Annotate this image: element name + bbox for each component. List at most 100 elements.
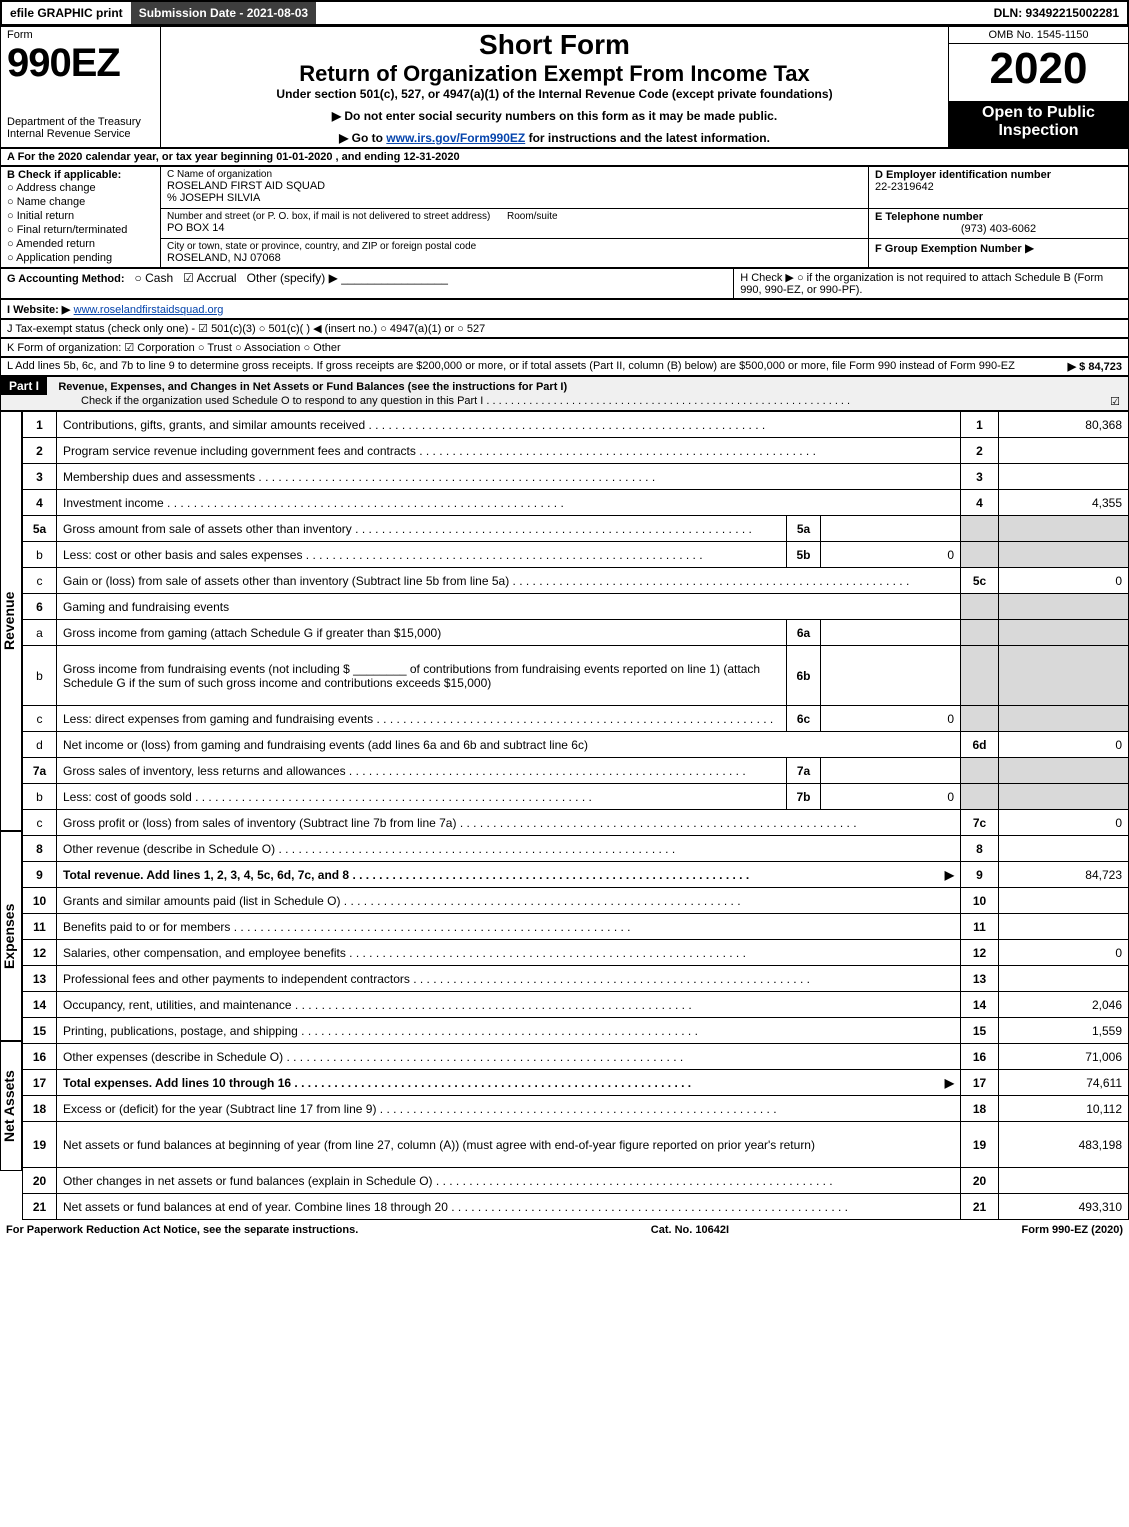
org-name: ROSELAND FIRST AID SQUAD [167,180,862,192]
line-num: 13 [23,966,57,992]
check-final-return[interactable]: Final return/terminated [7,223,154,237]
line-num: 19 [23,1122,57,1168]
line-value [999,1168,1129,1194]
line-num: 2 [23,438,57,464]
mini-label: 7b [787,784,821,810]
line-value [999,758,1129,784]
table-row: 1 Contributions, gifts, grants, and simi… [23,412,1129,438]
website-label: I Website: ▶ [7,304,70,316]
table-row: 3 Membership dues and assessments 3 [23,464,1129,490]
name-label: C Name of organization [167,169,862,180]
pra-notice: For Paperwork Reduction Act Notice, see … [6,1224,358,1236]
line-label: 12 [961,940,999,966]
line-value [999,438,1129,464]
table-row: 4 Investment income 4 4,355 [23,490,1129,516]
line-value [999,542,1129,568]
accounting-accrual[interactable]: Accrual [197,271,237,285]
line-label [961,594,999,620]
line-label: 5c [961,568,999,594]
line-desc: Professional fees and other payments to … [57,966,961,992]
line-num: c [23,706,57,732]
line-desc: Benefits paid to or for members [57,914,961,940]
part-i-check-mark[interactable]: ☑ [1110,395,1128,408]
line-value: 0 [999,732,1129,758]
line-num: 14 [23,992,57,1018]
mini-value: 0 [821,542,961,568]
group-exemption-label: F Group Exemption Number [875,243,1022,255]
block-b-header: B Check if applicable: [7,169,154,181]
website-link[interactable]: www.roselandfirstaidsquad.org [74,304,224,316]
phone-label: E Telephone number [875,211,1122,223]
line-num: 16 [23,1044,57,1070]
line-num: 1 [23,412,57,438]
table-row: 21 Net assets or fund balances at end of… [23,1194,1129,1220]
line-value [999,620,1129,646]
line-6b-d1: Gross income from fundraising events (no… [63,662,350,676]
line-value: 0 [999,568,1129,594]
line-desc: Gain or (loss) from sale of assets other… [57,568,961,594]
street-label-text: Number and street (or P. O. box, if mail… [167,211,490,222]
accounting-other[interactable]: Other (specify) ▶ [247,271,338,285]
line-num: b [23,542,57,568]
form990ez-link[interactable]: www.irs.gov/Form990EZ [386,131,525,145]
mini-value [821,516,961,542]
open-to-public: Open to Public Inspection [949,102,1129,148]
line-num: c [23,568,57,594]
line-num: 5a [23,516,57,542]
check-address-change[interactable]: Address change [7,181,154,195]
page-footer: For Paperwork Reduction Act Notice, see … [0,1220,1129,1240]
line-num: d [23,732,57,758]
line-label: 6d [961,732,999,758]
tax-year: 2020 [949,44,1128,94]
line-desc: Other expenses (describe in Schedule O) [57,1044,961,1070]
line-desc: Net income or (loss) from gaming and fun… [57,732,961,758]
line-num: 4 [23,490,57,516]
dln: DLN: 93492215002281 [994,6,1127,20]
table-row: 15 Printing, publications, postage, and … [23,1018,1129,1044]
under-section: Under section 501(c), 527, or 4947(a)(1)… [167,87,942,101]
line-label: 17 [961,1070,999,1096]
line-num: 17 [23,1070,57,1096]
line-value: 493,310 [999,1194,1129,1220]
line-num: 9 [23,862,57,888]
line-desc: Contributions, gifts, grants, and simila… [57,412,961,438]
table-row: 12 Salaries, other compensation, and emp… [23,940,1129,966]
line-label: 14 [961,992,999,1018]
check-name-change[interactable]: Name change [7,195,154,209]
line-value: 4,355 [999,490,1129,516]
expenses-tab: Expenses [0,831,22,1041]
tax-period-line: A For the 2020 calendar year, or tax yea… [1,149,1129,166]
line-label: 10 [961,888,999,914]
line-value [999,464,1129,490]
line-desc: Membership dues and assessments [57,464,961,490]
line-num: a [23,620,57,646]
catalog-number: Cat. No. 10642I [651,1224,729,1236]
accounting-cash[interactable]: Cash [145,271,173,285]
line-desc: Gross sales of inventory, less returns a… [57,758,787,784]
group-exemption-arrow: ▶ [1025,241,1034,255]
line-desc: Less: cost of goods sold [57,784,787,810]
check-initial-return[interactable]: Initial return [7,209,154,223]
line-num: b [23,646,57,706]
line-value [999,594,1129,620]
ein-label: D Employer identification number [875,169,1122,181]
check-amended-return[interactable]: Amended return [7,237,154,251]
line-label: 11 [961,914,999,940]
line-desc: Occupancy, rent, utilities, and maintena… [57,992,961,1018]
mini-label: 5a [787,516,821,542]
line-value [999,914,1129,940]
check-application-pending[interactable]: Application pending [7,251,154,265]
line-desc: Grants and similar amounts paid (list in… [57,888,961,914]
table-row: 20 Other changes in net assets or fund b… [23,1168,1129,1194]
line-value: 71,006 [999,1044,1129,1070]
efile-print[interactable]: efile GRAPHIC print [2,2,131,24]
top-bar: efile GRAPHIC print Submission Date - 20… [0,0,1129,26]
table-row: 11 Benefits paid to or for members 11 [23,914,1129,940]
goto-prefix: ▶ Go to [339,131,386,145]
table-row: 9 Total revenue. Add lines 1, 2, 3, 4, 5… [23,862,1129,888]
form-number: 990EZ [7,41,154,86]
line-label: 4 [961,490,999,516]
street-value: PO BOX 14 [167,222,862,234]
table-row: b Less: cost of goods sold 7b 0 [23,784,1129,810]
table-row: 18 Excess or (deficit) for the year (Sub… [23,1096,1129,1122]
